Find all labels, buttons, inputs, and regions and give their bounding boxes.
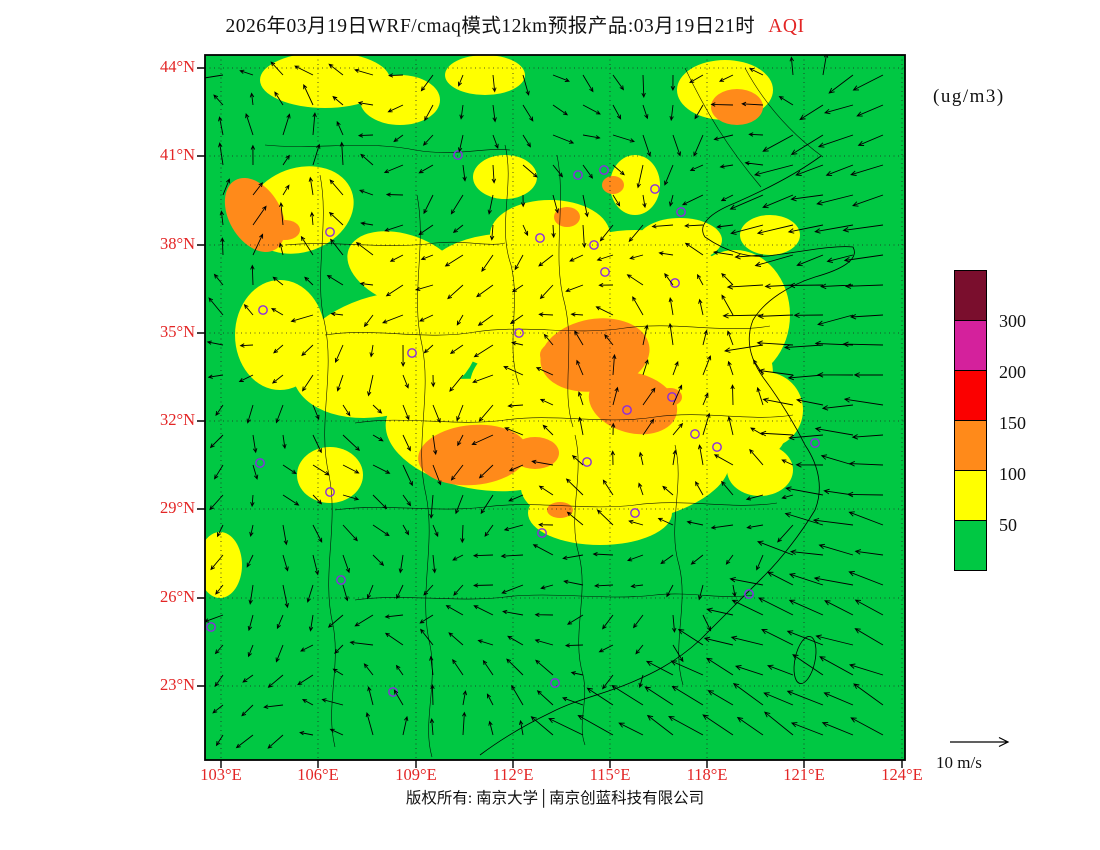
colorbar-segment-gt300 bbox=[954, 270, 987, 321]
map-layers bbox=[205, 55, 905, 760]
page-title: 2026年03月19日WRF/cmaq模式12km预报产品:03月19日21时 A… bbox=[100, 9, 930, 38]
colorbar-label-150: 150 bbox=[999, 413, 1026, 433]
station-markers bbox=[206, 150, 820, 697]
lon-tick-label: 115°E bbox=[589, 765, 631, 784]
lat-tick-label: 32°N bbox=[159, 410, 195, 429]
lon-tick-label: 118°E bbox=[686, 765, 728, 784]
aqi-unhealthy-fill-layer bbox=[224, 89, 763, 518]
copyright-text: 版权所有: 南京大学│南京创蓝科技有限公司 bbox=[405, 790, 705, 807]
lon-tick-label: 103°E bbox=[200, 765, 242, 784]
lon-tick-label: 112°E bbox=[492, 765, 534, 784]
units-label: (ug/m3) bbox=[933, 86, 1005, 107]
lat-tick-label: 29°N bbox=[159, 498, 195, 517]
axis-ticks bbox=[197, 67, 903, 768]
lon-tick-label: 121°E bbox=[783, 765, 825, 784]
map-frame bbox=[204, 54, 906, 761]
title-main: 2026年03月19日WRF/cmaq模式12km预报产品:03月19日21时 bbox=[225, 16, 756, 37]
wind-reference-label: 10 m/s bbox=[936, 753, 982, 772]
forecast-map bbox=[197, 54, 906, 768]
lat-tick-label: 35°N bbox=[159, 322, 195, 341]
province-borders bbox=[264, 67, 824, 758]
colorbar-label-50: 50 bbox=[999, 515, 1017, 535]
colorbar-label-300: 300 bbox=[999, 311, 1026, 331]
lat-tick-label: 26°N bbox=[159, 587, 195, 606]
lon-tick-label: 109°E bbox=[395, 765, 437, 784]
colorbar-segment-100-150 bbox=[954, 420, 987, 471]
lat-tick-label: 23°N bbox=[159, 675, 195, 694]
lon-tick-label: 124°E bbox=[881, 765, 923, 784]
lon-tick-label: 106°E bbox=[297, 765, 339, 784]
colorbar-label-100: 100 bbox=[999, 464, 1026, 484]
wind-reference-arrow-icon bbox=[950, 736, 1010, 748]
colorbar-segment-50-100 bbox=[954, 470, 987, 521]
lat-tick-label: 41°N bbox=[159, 145, 195, 164]
lat-tick-label: 38°N bbox=[159, 234, 195, 253]
wind-vector-layer bbox=[205, 55, 884, 749]
title-pollutant: AQI bbox=[768, 16, 805, 37]
colorbar-label-200: 200 bbox=[999, 362, 1026, 382]
colorbar-segment-200-300 bbox=[954, 320, 987, 371]
lat-tick-label: 44°N bbox=[159, 57, 195, 76]
aqi-colorbar bbox=[954, 270, 987, 571]
colorbar-segment-lt50 bbox=[954, 520, 987, 571]
colorbar-segment-150-200 bbox=[954, 370, 987, 421]
